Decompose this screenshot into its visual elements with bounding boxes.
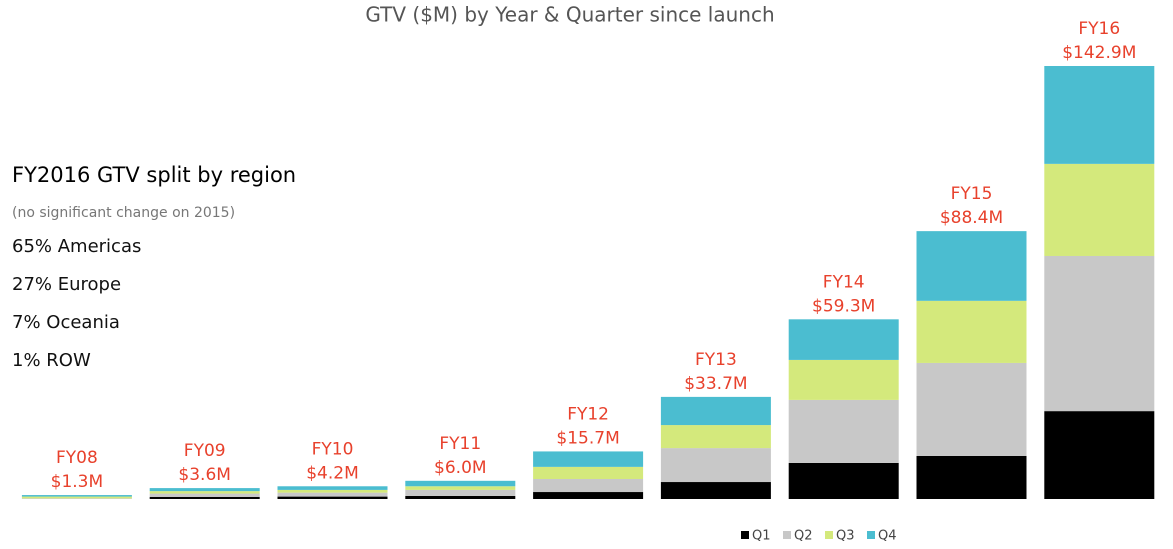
legend-label: Q4 <box>878 529 897 544</box>
total-label: $88.4M <box>940 208 1003 228</box>
legend-swatch <box>825 531 833 539</box>
region-item: 27% Europe <box>12 274 121 295</box>
legend-swatch <box>741 531 749 539</box>
region-item: 65% Americas <box>12 236 141 257</box>
total-label: $6.0M <box>434 458 487 478</box>
bar-segment <box>149 496 260 499</box>
bar-segment <box>533 466 644 480</box>
category-label: FY08 <box>56 448 98 468</box>
bar-segment <box>533 492 644 499</box>
bar-segment <box>21 496 132 499</box>
total-label: $59.3M <box>812 296 875 316</box>
bar-segment <box>277 489 388 493</box>
bar-segment <box>788 462 899 499</box>
bar-segment <box>533 479 644 493</box>
category-label: FY13 <box>695 350 737 370</box>
chart-title: GTV ($M) by Year & Quarter since launch <box>365 3 774 27</box>
category-label: FY16 <box>1078 19 1120 39</box>
bar-segment <box>21 498 132 499</box>
bar-segment <box>916 231 1027 301</box>
bar-segment <box>788 399 899 463</box>
bar-segment <box>21 495 132 497</box>
bar-segment <box>660 448 771 483</box>
category-label: FY09 <box>184 441 226 461</box>
region-item: 7% Oceania <box>12 312 120 333</box>
category-label: FY15 <box>951 184 993 204</box>
total-label: $1.3M <box>51 472 104 492</box>
bar-segment <box>277 496 388 499</box>
bar-segment <box>149 493 260 497</box>
bar-segment <box>916 362 1027 456</box>
bar-segment <box>660 482 771 499</box>
bar-segment <box>1044 163 1155 256</box>
region-item: 1% ROW <box>12 350 91 371</box>
category-label: FY14 <box>823 272 865 292</box>
category-label: FY12 <box>567 404 609 424</box>
legend-swatch <box>783 531 791 539</box>
bar-segment <box>660 396 771 426</box>
total-label: $33.7M <box>684 374 747 394</box>
bar-segment <box>788 359 899 400</box>
sidebar-title: FY2016 GTV split by region <box>12 163 296 187</box>
category-label: FY11 <box>439 434 481 454</box>
total-label: $4.2M <box>306 463 359 483</box>
bar-segment <box>149 488 260 492</box>
total-label: $15.7M <box>556 428 619 448</box>
bar-segment <box>916 455 1027 499</box>
legend-label: Q1 <box>752 529 771 544</box>
bar-segment <box>405 486 516 490</box>
legend-label: Q2 <box>794 529 813 544</box>
bar-segment <box>788 319 899 360</box>
category-label: FY10 <box>312 439 354 459</box>
bar-segment <box>277 492 388 497</box>
bar-segment <box>277 486 388 490</box>
bar-segment <box>405 480 516 487</box>
sidebar-subtitle: (no significant change on 2015) <box>12 205 235 221</box>
legend-label: Q3 <box>836 529 855 544</box>
bar-segment <box>405 489 516 496</box>
bar-segment <box>405 495 516 499</box>
legend-swatch <box>867 531 875 539</box>
bar-segment <box>1044 255 1155 412</box>
total-label: $142.9M <box>1062 43 1136 63</box>
bar-segment <box>660 425 771 449</box>
total-label: $3.6M <box>178 465 231 485</box>
bar-segment <box>1044 411 1155 499</box>
bar-segment <box>916 300 1027 363</box>
bar-segment <box>1044 66 1155 164</box>
bar-segment <box>533 451 644 467</box>
bar-segment <box>149 491 260 494</box>
